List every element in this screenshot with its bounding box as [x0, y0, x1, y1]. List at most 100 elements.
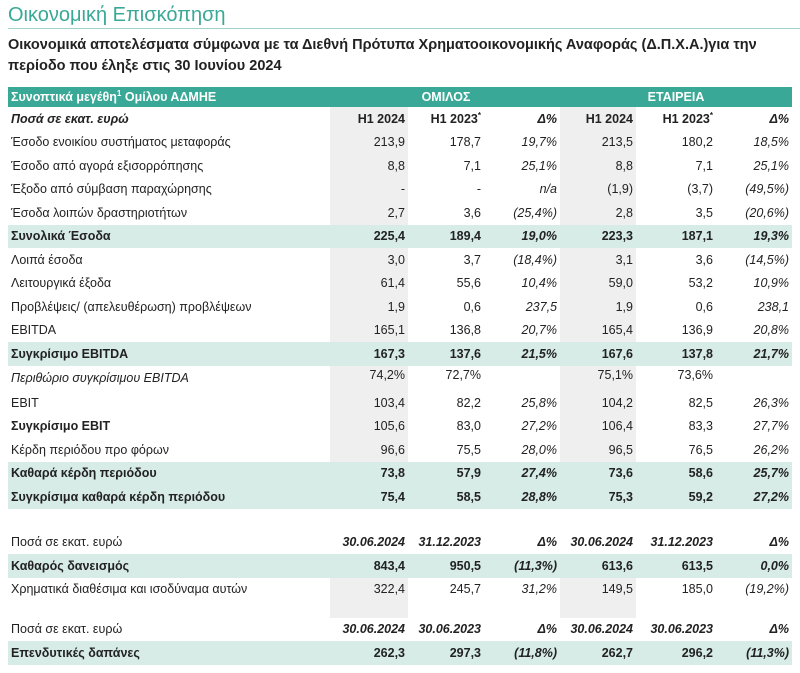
cell-value: 58,5: [408, 485, 484, 509]
column-header-row: Ποσά σε εκατ. ευρώ 30.06.2024 31.12.2023 Δ%…: [8, 531, 792, 555]
row-label: Περιθώριο συγκρίσιμου EBITDA: [11, 371, 189, 386]
row-label: Επενδυτικές δαπάνες: [8, 641, 330, 665]
cell-value: 25,1%: [521, 158, 557, 173]
table-row: Έσοδο ενοικίου συστήματος μεταφοράς 213,9…: [8, 130, 792, 154]
cell-value: (49,5%): [745, 182, 789, 197]
cell-value: 105,6: [330, 414, 408, 438]
cell-value: [484, 366, 560, 392]
cell-value: 83,0: [456, 419, 481, 434]
cell-value: 2,7: [330, 201, 408, 225]
cell-value: 950,5: [408, 554, 484, 578]
cell-value: 20,8%: [753, 323, 789, 338]
cell-value: 26,2%: [753, 442, 789, 457]
cell-value: 149,5: [560, 577, 636, 618]
cell-value: 189,4: [408, 224, 484, 248]
row-label: Λοιπά έσοδα: [11, 252, 83, 267]
cell-value: 213,5: [560, 130, 636, 154]
cell-value: (1,9): [560, 177, 636, 201]
cell-value: -: [330, 177, 408, 201]
column-header: 30.06.2023: [418, 622, 481, 637]
cell-value: 225,4: [330, 224, 408, 248]
row-label: EBIT: [11, 395, 39, 410]
cell-value: 55,6: [456, 276, 481, 291]
cell-value: 19,7%: [521, 135, 557, 150]
row-label: Κέρδη περιόδου προ φόρων: [11, 442, 169, 457]
cell-value: 103,4: [330, 391, 408, 415]
column-header: Δ%: [769, 111, 789, 126]
cell-value: 75,1%: [560, 365, 636, 391]
cell-value: 96,6: [330, 438, 408, 462]
cell-value: 3,0: [330, 248, 408, 272]
cell-value: 106,4: [560, 414, 636, 438]
cell-value: 2,8: [560, 201, 636, 225]
cell-value: 3,5: [695, 205, 713, 220]
subtitle: Οικονομικά αποτελέσματα σύμφωνα με τα Δι…: [8, 37, 757, 74]
cell-value: 61,4: [330, 271, 408, 295]
cell-value: 53,2: [688, 276, 713, 291]
cell-value: n/a: [539, 182, 557, 197]
cell-value: 19,0%: [484, 224, 560, 248]
table-row: EBITDA 165,1 136,8 20,7% 165,4 136,9 20,8%: [8, 318, 792, 342]
cell-value: (25,4%): [513, 205, 557, 220]
cell-value: 262,3: [330, 641, 408, 665]
cell-value: 237,5: [525, 299, 557, 314]
column-header: Δ%: [537, 622, 557, 637]
cell-value: 59,2: [636, 485, 716, 509]
cell-value: 167,6: [560, 342, 636, 366]
row-label: Έσοδα λοιπών δραστηριοτήτων: [11, 205, 188, 220]
cell-value: 10,9%: [753, 276, 789, 291]
row-label: Συγκρίσιμο EBIT: [11, 419, 111, 434]
table-row: Λοιπά έσοδα 3,0 3,7 (18,4%) 3,1 3,6 (14,5%): [8, 248, 792, 272]
cell-value: (19,2%): [745, 581, 789, 596]
table-row: Κέρδη περιόδου προ φόρων 96,6 75,5 28,0% 96,…: [8, 438, 792, 462]
cell-value: 3,1: [560, 248, 636, 272]
row-label: Συνολικά Έσοδα: [8, 224, 330, 248]
column-header: 31.12.2023: [418, 535, 481, 550]
cell-value: 3,7: [463, 252, 481, 267]
table-row: Συνολικά Έσοδα 225,4 189,4 19,0% 223,3 187,1 1…: [8, 224, 792, 248]
cell-value: 73,6%: [677, 367, 713, 382]
column-header-row: Ποσά σε εκατ. ευρώ H1 2024 H1 2023* Δ% H1 20…: [8, 107, 792, 131]
title-divider: [8, 28, 800, 29]
row-label: Συγκρίσιμα καθαρά κέρδη περιόδου: [8, 485, 330, 509]
table-row: Έσοδο από αγορά εξισορρόπησης 8,8 7,1 25,1%…: [8, 154, 792, 178]
column-header: Δ%: [769, 622, 789, 637]
page-title: Οικονομική Επισκόπηση: [8, 4, 226, 26]
cell-value: 1,9: [330, 295, 408, 319]
table-row: Συγκρίσιμο EBITDA 167,3 137,6 21,5% 167,6 137…: [8, 342, 792, 366]
table-row: Έσοδα λοιπών δραστηριοτήτων 2,7 3,6 (25,4%)…: [8, 201, 792, 225]
cell-value: 82,5: [688, 395, 713, 410]
cell-value: 20,7%: [521, 323, 557, 338]
cell-value: 0,6: [695, 299, 713, 314]
table-row: Συγκρίσιμο EBIT 105,6 83,0 27,2% 106,4 83,3 27…: [8, 414, 792, 438]
cell-value: 25,8%: [521, 395, 557, 410]
cell-value: 75,4: [330, 485, 408, 509]
table-row: Έξοδο από σύμβαση παραχώρησης - - n/a (1,9) (…: [8, 177, 792, 201]
column-header: Δ%: [537, 111, 557, 126]
cell-value: 1,9: [560, 295, 636, 319]
row-label: Έξοδο από σύμβαση παραχώρησης: [11, 182, 212, 197]
cell-value: (20,6%): [745, 205, 789, 220]
cell-value: 10,4%: [521, 276, 557, 291]
cell-value: 7,1: [695, 158, 713, 173]
cell-value: 213,9: [330, 130, 408, 154]
column-header: 30.06.2024: [570, 622, 633, 637]
table-row: Καθαρός δανεισμός 843,4 950,5 (11,3%) 613,6 6…: [8, 554, 792, 578]
units-label: Ποσά σε εκατ. ευρώ: [11, 111, 129, 126]
row-label: Έσοδο ενοικίου συστήματος μεταφοράς: [11, 135, 231, 150]
cell-value: 96,5: [560, 438, 636, 462]
cell-value: 72,7%: [445, 367, 481, 382]
cell-value: 27,2%: [521, 419, 557, 434]
cell-value: 73,8: [330, 461, 408, 485]
cell-value: 297,3: [408, 641, 484, 665]
cell-value: 7,1: [463, 158, 481, 173]
cell-value: 262,7: [560, 641, 636, 665]
cell-value: 21,5%: [484, 342, 560, 366]
cell-value: 613,6: [560, 554, 636, 578]
cell-value: 180,2: [681, 135, 713, 150]
cell-value: 8,8: [330, 154, 408, 178]
column-header: 30.06.2024: [342, 622, 405, 637]
units-label: Ποσά σε εκατ. ευρώ: [11, 535, 123, 550]
cell-value: 185,0: [681, 581, 713, 596]
financial-summary-table: Συνοπτικά μεγέθη1 Ομίλου ΑΔΜΗΕ ΟΜΙΛΟΣ ΕΤ…: [8, 87, 792, 665]
